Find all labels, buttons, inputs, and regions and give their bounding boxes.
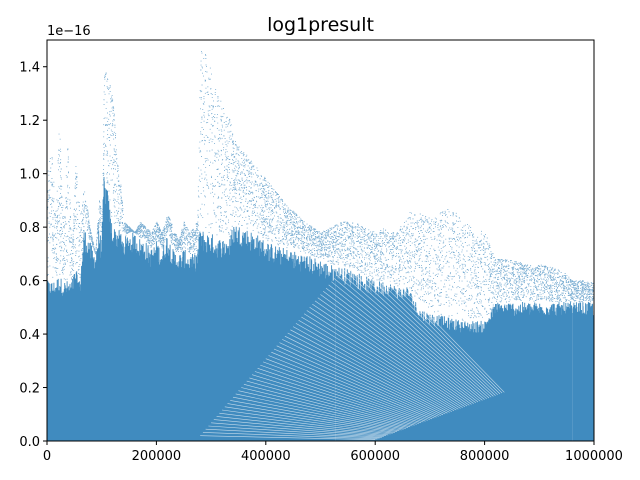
x-tick-label: 400000 xyxy=(241,449,291,464)
y-tick-label: 0.2 xyxy=(19,382,40,397)
axes-frame xyxy=(46,39,595,442)
x-tick-label: 800000 xyxy=(460,449,510,464)
chart-title: log1presult xyxy=(267,14,374,36)
x-tick-label: 1000000 xyxy=(565,449,623,464)
scatter-points xyxy=(47,50,594,441)
y-tick-label: 1.4 xyxy=(19,61,40,76)
x-tick-label: 200000 xyxy=(132,449,182,464)
sparse-point-cloud xyxy=(47,50,594,321)
y-tick-label: 0.4 xyxy=(19,328,40,343)
x-tick-label: 600000 xyxy=(350,449,400,464)
x-tick-label: 0 xyxy=(43,449,51,464)
y-tick-label: 0.6 xyxy=(19,275,40,290)
y-offset-label: 1e−16 xyxy=(47,24,91,39)
x-axis: 0 200000 400000 600000 800000 1000000 xyxy=(43,441,623,464)
y-tick-label: 0.8 xyxy=(19,221,40,236)
y-tick-label: 0.0 xyxy=(19,435,40,450)
y-tick-label: 1.0 xyxy=(19,168,40,183)
y-tick-label: 1.2 xyxy=(19,114,40,129)
band-gaps xyxy=(200,246,505,440)
y-axis: 0.0 0.2 0.4 0.6 0.8 1.0 1.2 1.4 xyxy=(19,61,47,450)
